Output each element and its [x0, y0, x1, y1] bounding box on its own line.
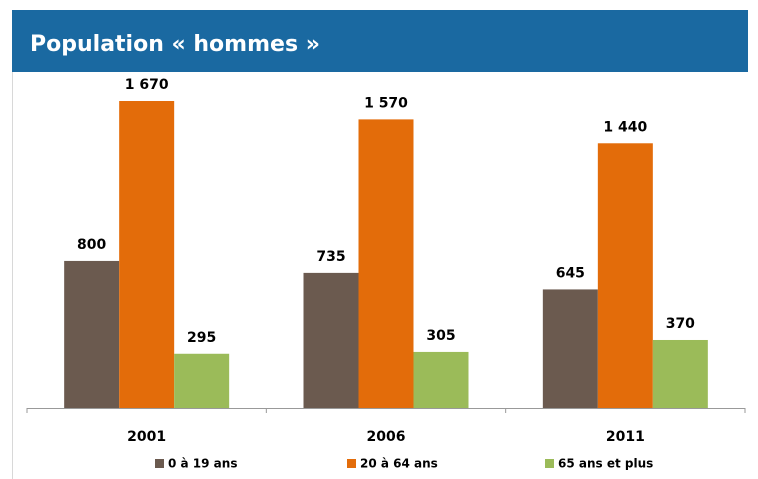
- chart-title: Population « hommes »: [30, 32, 320, 57]
- legend-label: 0 à 19 ans: [168, 457, 237, 471]
- value-label: 305: [426, 328, 455, 344]
- title-bar: [12, 10, 748, 72]
- legend-label: 65 ans et plus: [558, 457, 653, 471]
- bar: [597, 143, 653, 408]
- x-tick-label: 2006: [367, 429, 406, 445]
- value-label: 645: [556, 265, 585, 281]
- legend-label: 20 à 64 ans: [360, 457, 438, 471]
- value-label: 295: [187, 330, 216, 346]
- bar: [303, 272, 359, 408]
- legend-swatch: [155, 459, 164, 468]
- bar: [542, 289, 598, 408]
- legend-swatch: [347, 459, 356, 468]
- value-label: 735: [316, 249, 345, 265]
- value-label: 1 670: [125, 77, 169, 93]
- bar: [652, 339, 708, 408]
- bar: [413, 351, 469, 408]
- value-label: 1 570: [364, 95, 408, 111]
- legend-swatch: [545, 459, 554, 468]
- bar: [64, 260, 120, 408]
- x-tick-label: 2011: [606, 429, 645, 445]
- x-tick-label: 2001: [127, 429, 166, 445]
- value-label: 800: [77, 237, 106, 253]
- bar: [174, 353, 230, 408]
- value-label: 370: [666, 316, 695, 332]
- bar: [119, 101, 175, 408]
- value-label: 1 440: [603, 119, 647, 135]
- bar: [358, 119, 414, 408]
